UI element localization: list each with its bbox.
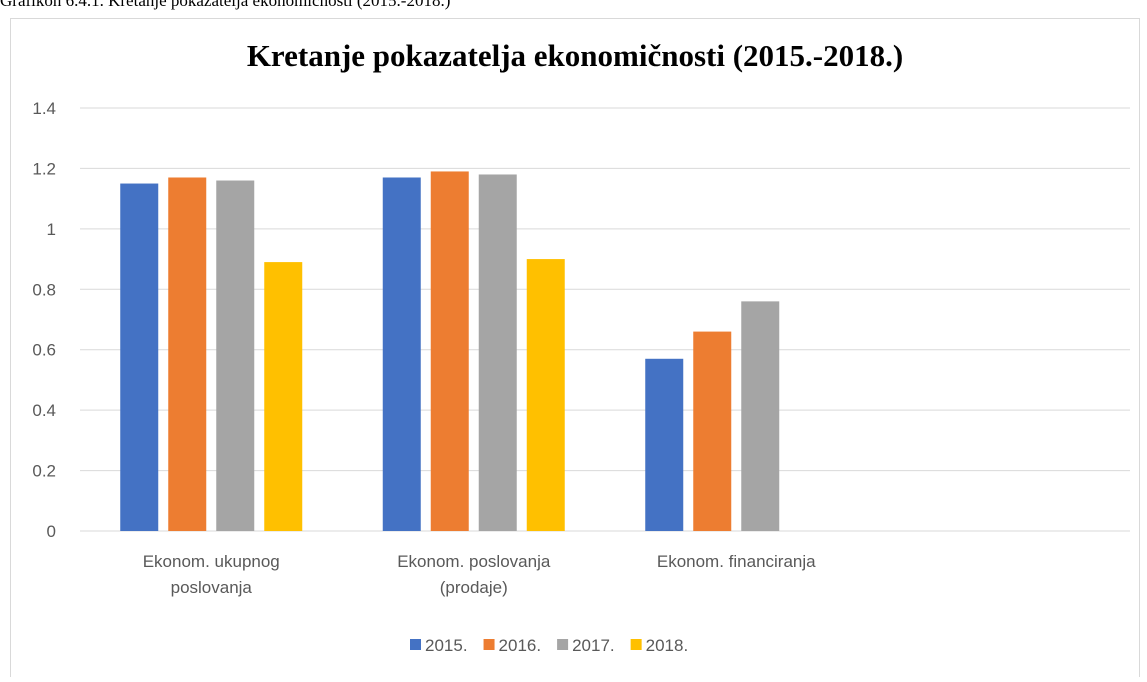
y-tick-label: 0 — [47, 522, 56, 541]
bar — [645, 358, 684, 531]
x-tick-label: Ekonom. financiranja — [657, 552, 816, 571]
y-tick-label: 0.4 — [32, 401, 56, 420]
legend-swatch — [483, 639, 495, 650]
bar — [168, 177, 207, 531]
legend-swatch — [410, 639, 421, 650]
chart-title: Kretanje pokazatelja ekonomičnosti (2015… — [247, 38, 903, 73]
y-tick-label: 0.2 — [32, 462, 56, 481]
legend-label: 2016. — [499, 636, 542, 655]
y-tick-label: 0.8 — [32, 280, 56, 299]
caption: Grafikon 6.4.1. Kretanje pokazatelja eko… — [0, 0, 450, 10]
bar — [478, 174, 517, 531]
bar — [382, 177, 421, 531]
legend-label: 2018. — [646, 636, 689, 655]
legend-swatch — [630, 639, 642, 650]
legend-swatch — [557, 639, 569, 650]
y-tick-label: 1.4 — [32, 99, 56, 118]
bar — [264, 262, 303, 531]
legend-label: 2015. — [425, 636, 468, 655]
bar — [430, 171, 469, 531]
x-tick-label: Ekonom. ukupnog poslovanja — [143, 552, 280, 597]
y-tick-label: 1 — [47, 220, 56, 239]
y-tick-label: 0.6 — [32, 341, 56, 360]
legend-label: 2017. — [572, 636, 615, 655]
bar — [120, 183, 159, 532]
bar — [216, 180, 255, 531]
x-tick-label: Ekonom. poslovanja (prodaje) — [397, 552, 551, 597]
bar — [741, 301, 780, 531]
chart-border — [10, 18, 1140, 682]
bar — [526, 259, 565, 531]
y-tick-label: 1.2 — [32, 159, 56, 178]
bar — [693, 331, 732, 531]
